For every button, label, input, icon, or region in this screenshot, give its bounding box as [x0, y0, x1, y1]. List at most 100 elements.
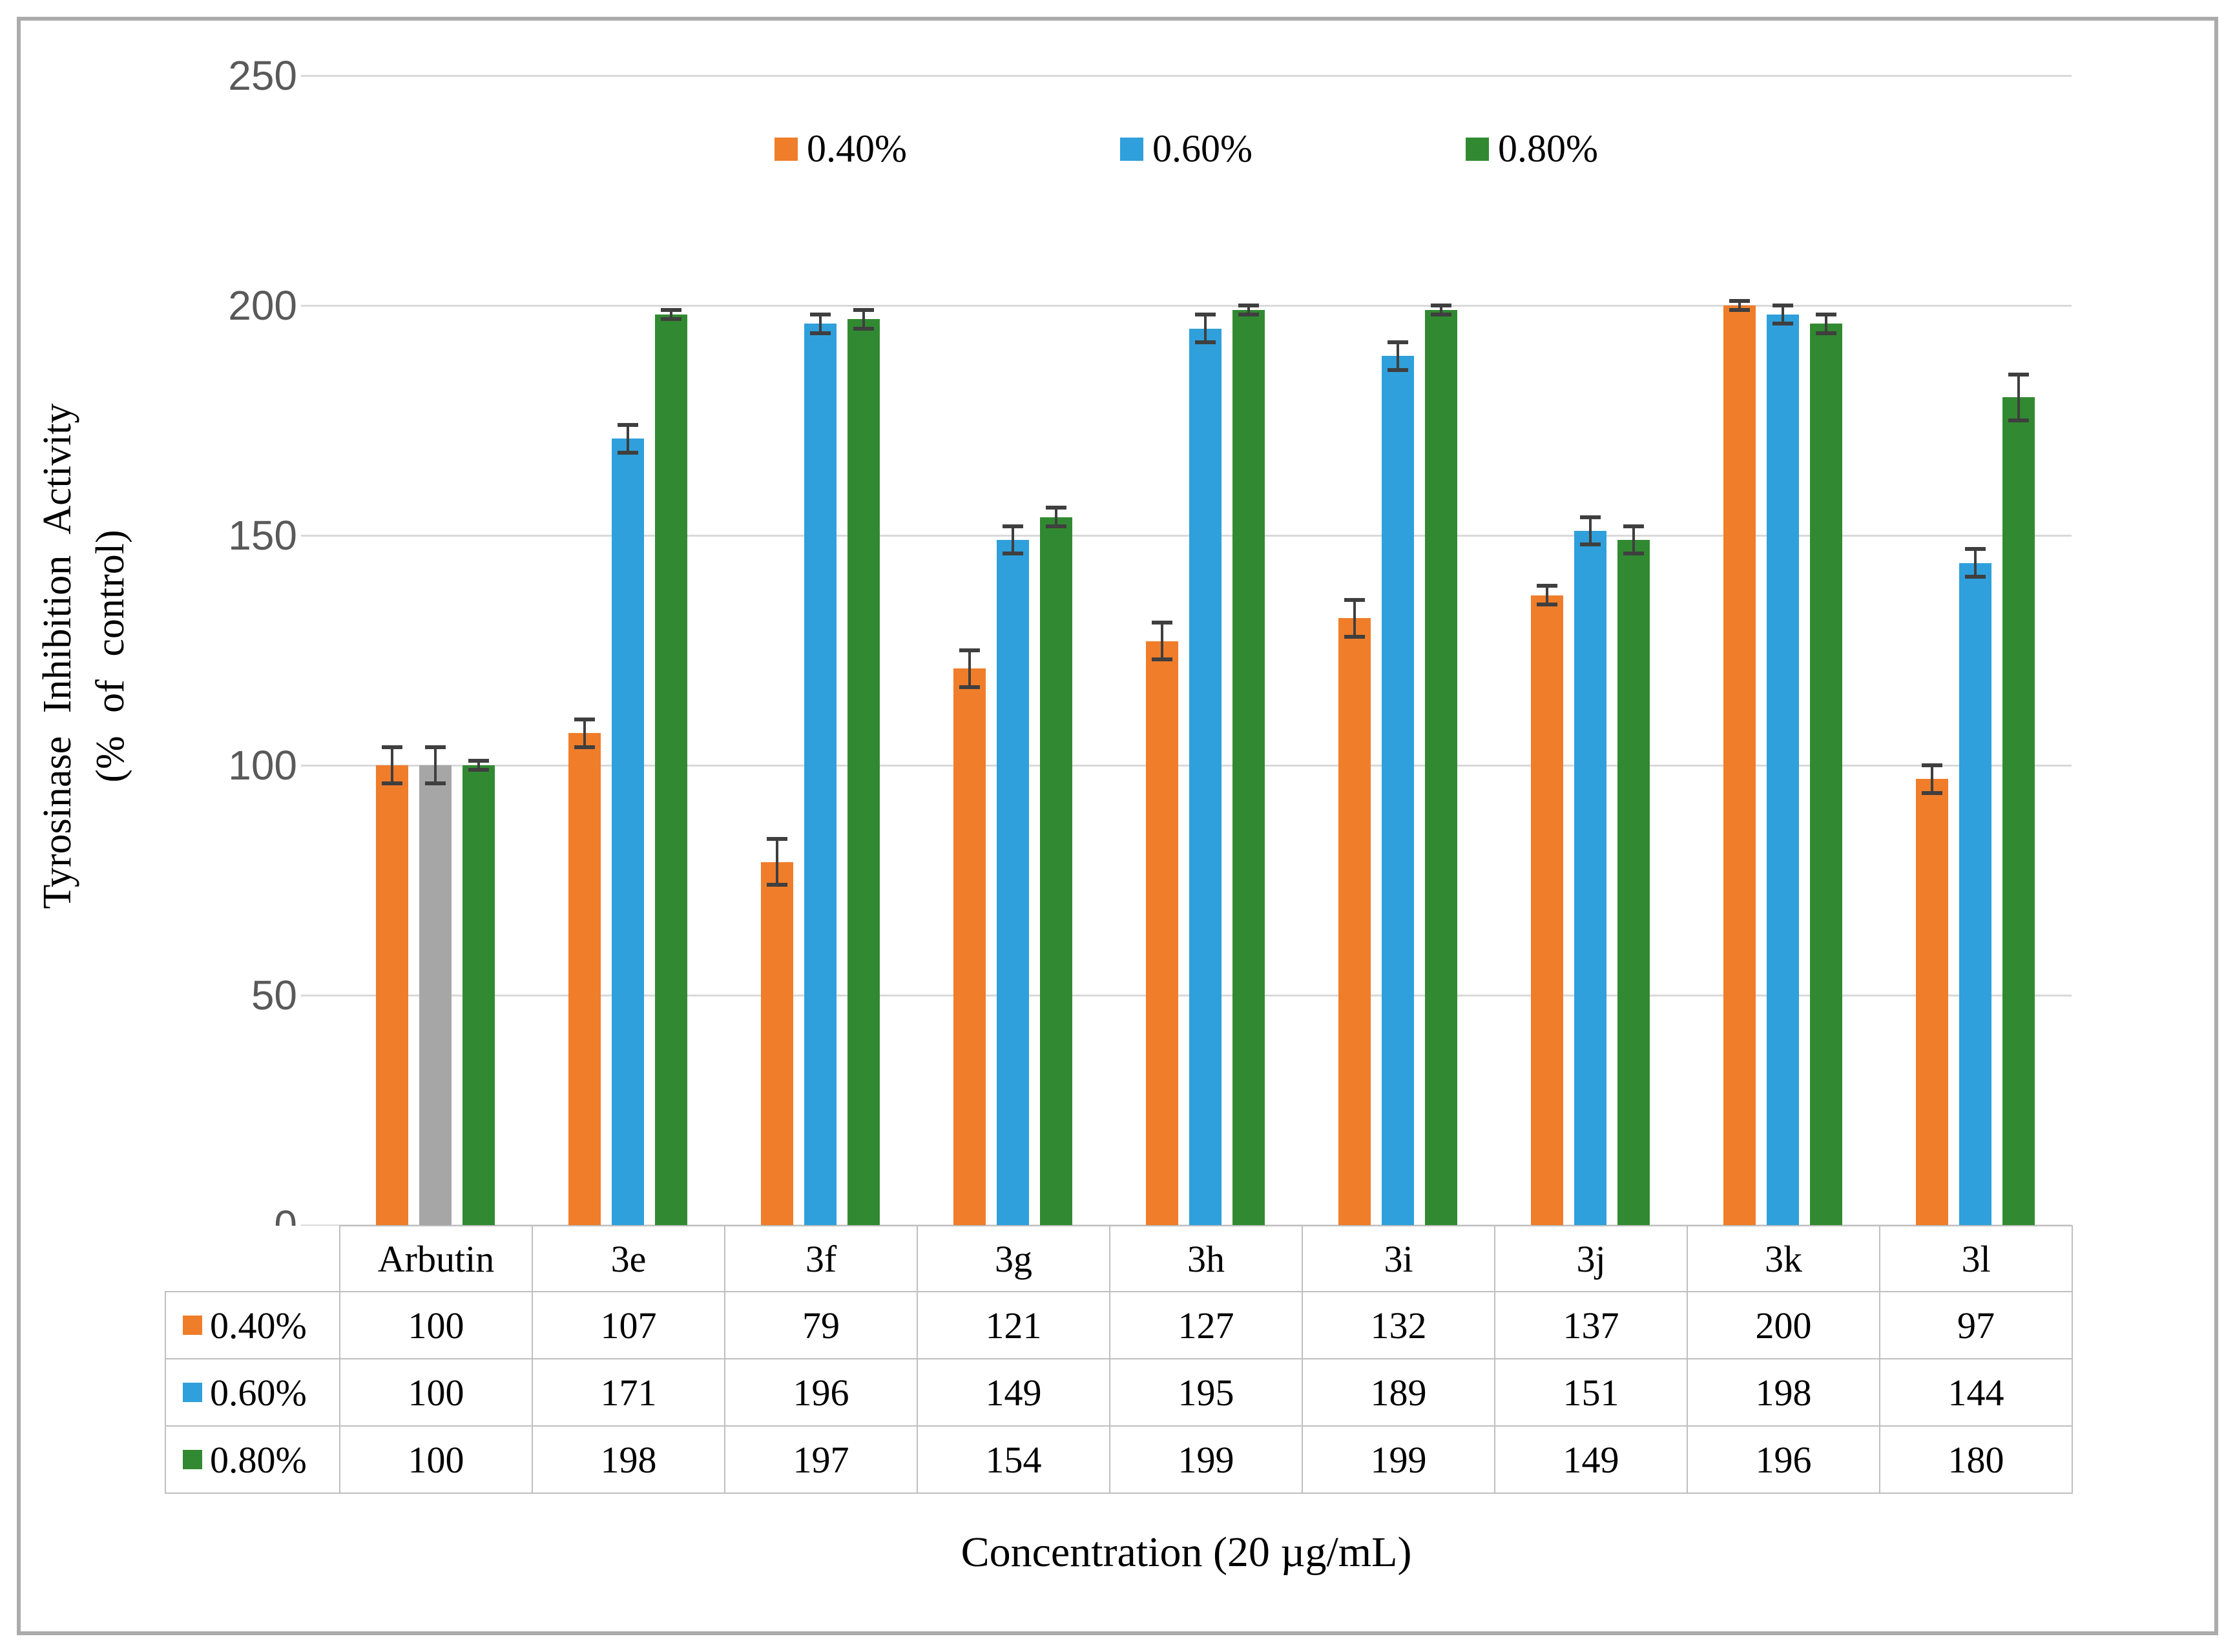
error-bar-cap-bottom-3l-0.80% — [2008, 418, 2029, 422]
table-cell-Arbutin-0.40%: 100 — [339, 1291, 533, 1359]
error-bar-cap-top-3j-0.40% — [1537, 584, 1557, 588]
error-bar-cap-bottom-3j-0.80% — [1623, 552, 1644, 556]
table-cell-3f-0.60%: 196 — [724, 1358, 918, 1427]
bar-3f-0.40% — [761, 862, 793, 1225]
error-bar-cap-top-3i-0.60% — [1388, 340, 1408, 344]
error-bar-cap-bottom-3j-0.60% — [1580, 542, 1601, 547]
error-bar-cap-top-Arbutin-0.60% — [425, 745, 446, 749]
bar-3e-0.80% — [655, 315, 687, 1225]
error-bar-cap-bottom-3e-0.80% — [661, 317, 681, 322]
bar-3g-0.80% — [1040, 517, 1072, 1225]
bar-3e-0.40% — [568, 733, 601, 1225]
bar-3j-0.60% — [1574, 530, 1606, 1225]
bar-Arbutin-0.40% — [376, 765, 408, 1225]
table-col-header-3g: 3g — [917, 1225, 1110, 1292]
bar-3e-0.60% — [612, 439, 644, 1225]
table-cell-3e-0.60%: 171 — [532, 1358, 725, 1427]
bar-3k-0.80% — [1810, 324, 1842, 1225]
error-bar-line-3k-0.80% — [1825, 315, 1827, 333]
error-bar-cap-top-3h-0.80% — [1238, 304, 1259, 307]
error-bar-line-3l-0.40% — [1931, 765, 1933, 793]
error-bar-cap-top-3i-0.80% — [1431, 304, 1451, 307]
table-cell-3e-0.80%: 198 — [532, 1425, 725, 1494]
error-bar-cap-top-3j-0.60% — [1580, 515, 1601, 519]
table-row-label: 0.60% — [210, 1371, 307, 1414]
table-cell-Arbutin-0.80%: 100 — [339, 1425, 533, 1494]
table-cell-3k-0.40%: 200 — [1687, 1291, 1880, 1359]
table-cell-3k-0.60%: 198 — [1687, 1358, 1880, 1427]
table-cell-3k-0.80%: 196 — [1687, 1425, 1880, 1494]
table-cell-3l-0.40%: 97 — [1879, 1291, 2073, 1359]
error-bar-cap-top-3k-0.80% — [1816, 313, 1836, 317]
error-bar-cap-bottom-Arbutin-0.40% — [382, 781, 402, 786]
error-bar-line-Arbutin-0.60% — [434, 747, 437, 784]
error-bar-cap-bottom-3e-0.60% — [618, 450, 638, 455]
error-bar-cap-top-3e-0.40% — [574, 717, 595, 721]
bar-3j-0.40% — [1531, 595, 1563, 1225]
y-axis-title-line2: (% of control) — [88, 530, 132, 783]
table-row-header-0.80%: 0.80% — [165, 1425, 340, 1494]
error-bar-cap-bottom-3g-0.60% — [1003, 552, 1023, 556]
error-bar-line-3g-0.80% — [1055, 508, 1057, 526]
y-tick-label-100: 100 — [228, 742, 297, 789]
error-bar-cap-top-3k-0.60% — [1772, 304, 1793, 307]
table-cell-3h-0.60%: 195 — [1109, 1358, 1303, 1427]
error-bar-cap-top-3j-0.80% — [1623, 524, 1644, 528]
error-bar-cap-top-3f-0.80% — [853, 308, 874, 313]
error-bar-cap-top-3g-0.80% — [1046, 506, 1066, 510]
error-bar-line-3e-0.40% — [583, 719, 586, 747]
table-row-swatch — [183, 1383, 202, 1402]
error-bar-cap-bottom-3i-0.80% — [1431, 313, 1451, 317]
error-bar-line-3g-0.40% — [968, 650, 971, 687]
error-bar-line-3l-0.60% — [1974, 549, 1977, 577]
bar-3i-0.60% — [1382, 356, 1414, 1225]
y-tick-label-150: 150 — [228, 512, 297, 559]
error-bar-cap-top-3e-0.60% — [618, 423, 638, 428]
error-bar-line-3h-0.80% — [1247, 305, 1250, 315]
error-bar-cap-top-3l-0.40% — [1922, 763, 1942, 767]
table-cell-3i-0.60%: 189 — [1302, 1358, 1495, 1427]
bar-3f-0.80% — [847, 319, 880, 1225]
table-cell-3f-0.80%: 197 — [724, 1425, 918, 1494]
bar-Arbutin-0.80% — [463, 765, 495, 1225]
error-bar-line-3i-0.40% — [1353, 599, 1356, 637]
error-bar-cap-top-Arbutin-0.40% — [382, 745, 402, 749]
error-bar-cap-bottom-3g-0.80% — [1046, 524, 1066, 528]
table-corner-cell — [165, 1226, 340, 1292]
y-tick-label-200: 200 — [228, 282, 297, 329]
error-bar-cap-bottom-3g-0.40% — [959, 685, 980, 689]
error-bar-cap-bottom-3e-0.40% — [574, 745, 595, 749]
error-bar-cap-bottom-3k-0.60% — [1772, 322, 1793, 326]
legend: 0.40% 0.60% 0.80% — [301, 127, 2072, 171]
bar-Arbutin-0.60% — [419, 765, 452, 1225]
table-cell-3f-0.40%: 79 — [724, 1291, 918, 1359]
table-cell-3g-0.40%: 121 — [917, 1291, 1110, 1359]
table-cell-3g-0.60%: 149 — [917, 1358, 1110, 1427]
y-axis-title-line1: Tyrosinase Inhibition Activity — [36, 403, 79, 909]
error-bar-cap-bottom-3f-0.40% — [767, 883, 787, 887]
bar-3h-0.60% — [1189, 328, 1221, 1225]
error-bar-line-3j-0.80% — [1632, 526, 1635, 554]
error-bar-cap-bottom-3i-0.60% — [1388, 367, 1408, 372]
table-cell-3j-0.40%: 137 — [1494, 1291, 1688, 1359]
legend-swatch — [774, 137, 798, 161]
error-bar-line-3l-0.80% — [2017, 374, 2020, 420]
error-bar-cap-bottom-3h-0.60% — [1195, 340, 1216, 344]
table-row-label: 0.40% — [210, 1304, 307, 1347]
error-bar-line-Arbutin-0.80% — [477, 760, 480, 770]
bar-3f-0.60% — [804, 324, 837, 1225]
bar-3i-0.80% — [1425, 310, 1457, 1225]
gridline-250 — [301, 74, 2072, 77]
table-col-header-3h: 3h — [1109, 1225, 1303, 1292]
error-bar-cap-top-3l-0.60% — [1965, 547, 1986, 552]
error-bar-line-3f-0.40% — [776, 838, 778, 885]
bar-3j-0.80% — [1617, 540, 1650, 1225]
table-row-swatch — [183, 1450, 202, 1469]
table-cell-3l-0.80%: 180 — [1879, 1425, 2073, 1494]
y-tick-label-50: 50 — [251, 972, 297, 1018]
x-axis-title: Concentration (20 µg/mL) — [961, 1529, 1412, 1576]
error-bar-cap-bottom-3f-0.60% — [810, 331, 831, 335]
error-bar-line-3i-0.80% — [1440, 305, 1442, 315]
table-cell-3i-0.80%: 199 — [1302, 1425, 1495, 1494]
error-bar-cap-top-3i-0.40% — [1344, 597, 1365, 602]
